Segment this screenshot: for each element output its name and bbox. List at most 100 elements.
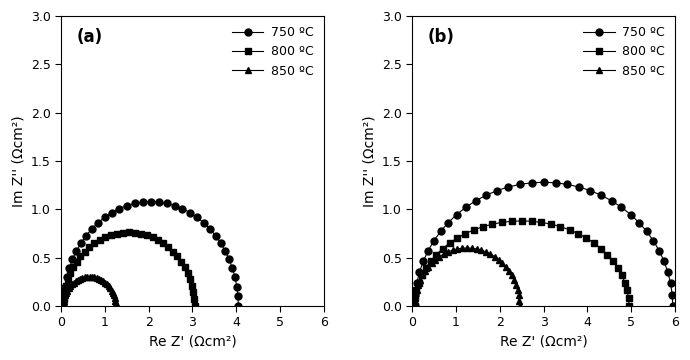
750 ºC — [563, 182, 571, 186]
800 ºC — [95, 238, 104, 242]
850 ºC — [95, 277, 104, 281]
750 ºC — [635, 220, 643, 225]
750 ºC — [186, 210, 194, 215]
750 ºC — [217, 241, 225, 245]
750 ºC — [528, 181, 536, 185]
750 ºC — [101, 215, 109, 219]
800 ºC — [411, 296, 419, 300]
750 ºC — [627, 212, 635, 217]
850 ºC — [86, 275, 94, 279]
800 ºC — [621, 280, 629, 285]
750 ºC — [419, 259, 427, 264]
800 ºC — [489, 222, 497, 226]
850 ºC — [110, 296, 119, 300]
Y-axis label: Im Z'' (Ωcm²): Im Z'' (Ωcm²) — [362, 115, 376, 207]
750 ºC — [170, 203, 179, 208]
850 ºC — [414, 283, 422, 287]
750 ºC — [72, 249, 81, 253]
850 ºC — [468, 246, 476, 250]
800 ºC — [498, 220, 506, 225]
800 ºC — [556, 225, 564, 229]
800 ºC — [412, 288, 420, 292]
750 ºC — [430, 239, 438, 243]
800 ºC — [625, 304, 633, 308]
750 ºC — [82, 234, 90, 238]
800 ºC — [164, 245, 172, 249]
800 ºC — [137, 231, 145, 236]
800 ºC — [538, 220, 546, 225]
850 ºC — [59, 304, 68, 308]
800 ºC — [63, 277, 72, 282]
750 ºC — [415, 270, 424, 274]
850 ºC — [68, 282, 76, 287]
850 ºC — [92, 276, 101, 280]
850 ºC — [60, 296, 68, 300]
750 ºC — [424, 249, 432, 253]
800 ºC — [432, 252, 440, 257]
850 ºC — [418, 273, 426, 278]
Y-axis label: Im Z'' (Ωcm²): Im Z'' (Ωcm²) — [11, 115, 25, 207]
850 ºC — [66, 284, 75, 289]
X-axis label: Re Z' (Ωcm²): Re Z' (Ωcm²) — [148, 335, 236, 349]
850 ºC — [97, 278, 106, 282]
750 ºC — [597, 193, 605, 197]
850 ºC — [482, 250, 490, 254]
800 ºC — [574, 231, 582, 236]
850 ºC — [515, 304, 524, 308]
850 ºC — [101, 281, 110, 285]
750 ºC — [575, 185, 583, 189]
750 ºC — [123, 203, 131, 208]
750 ºC — [77, 241, 85, 245]
850 ºC — [411, 293, 420, 297]
800 ºC — [90, 241, 99, 246]
800 ºC — [415, 280, 423, 285]
Line: 800 ºC: 800 ºC — [411, 217, 633, 309]
850 ºC — [111, 298, 119, 303]
750 ºC — [607, 199, 615, 203]
750 ºC — [59, 294, 68, 298]
750 ºC — [516, 182, 524, 186]
850 ºC — [64, 286, 72, 291]
850 ºC — [513, 288, 522, 292]
850 ºC — [411, 298, 419, 303]
800 ºC — [125, 230, 133, 235]
850 ºC — [502, 265, 510, 269]
750 ºC — [108, 210, 116, 215]
750 ºC — [94, 220, 102, 225]
800 ºC — [470, 228, 478, 232]
750 ºC — [493, 188, 501, 193]
850 ºC — [70, 281, 78, 285]
800 ºC — [189, 290, 197, 294]
850 ºC — [512, 283, 520, 287]
850 ºC — [448, 248, 457, 252]
850 ºC — [61, 293, 69, 298]
850 ºC — [510, 278, 518, 282]
750 ºC — [540, 180, 548, 184]
850 ºC — [515, 293, 523, 297]
800 ºC — [528, 219, 536, 224]
800 ºC — [417, 273, 426, 277]
850 ºC — [112, 301, 120, 305]
800 ºC — [77, 254, 85, 258]
750 ºC — [660, 259, 668, 264]
850 ºC — [508, 273, 516, 278]
Line: 850 ºC: 850 ºC — [60, 274, 119, 309]
800 ºC — [597, 247, 605, 251]
750 ºC — [233, 285, 241, 289]
800 ºC — [148, 235, 157, 240]
850 ºC — [59, 301, 68, 305]
750 ºC — [163, 201, 171, 206]
800 ºC — [565, 228, 573, 232]
850 ºC — [88, 275, 96, 279]
800 ºC — [603, 252, 611, 257]
750 ºC — [155, 200, 163, 204]
850 ºC — [59, 298, 68, 303]
750 ºC — [178, 207, 186, 211]
800 ºC — [107, 233, 115, 238]
750 ºC — [139, 200, 147, 204]
850 ºC — [110, 293, 118, 298]
750 ºC — [664, 270, 672, 274]
850 ºC — [491, 255, 499, 259]
800 ºC — [61, 284, 70, 288]
Text: (a): (a) — [77, 28, 103, 46]
